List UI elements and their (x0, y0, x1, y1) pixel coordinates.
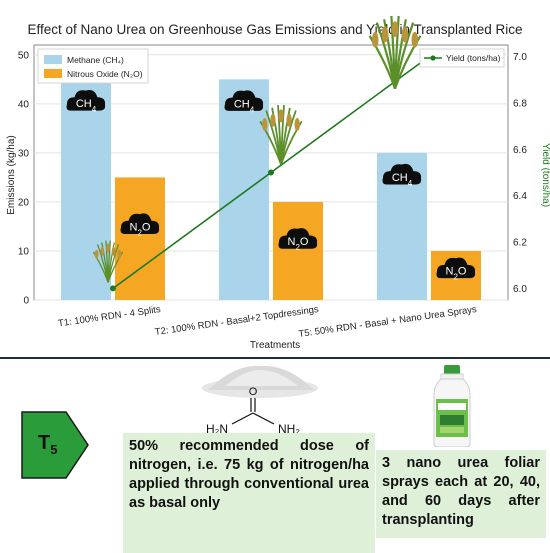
yield-point (268, 169, 274, 176)
y-axis-label: Emissions (kg/ha) (6, 135, 17, 214)
chart-title: Effect of Nano Urea on Greenhouse Gas Em… (27, 22, 522, 37)
rice-plant-icon-medium (259, 105, 303, 165)
rice-plant-icon-large (368, 15, 422, 89)
y2-tick-label: 6.0 (513, 284, 527, 295)
urea-structure-icon: O H₂N NH₂ (206, 386, 300, 436)
n2o-cloud-label: N2O (288, 236, 309, 252)
t5-letter: T (38, 432, 51, 454)
y2-tick-label: 7.0 (513, 52, 527, 63)
y2-axis-label: Yield (tons/ha) (540, 143, 550, 207)
legend-label-yield: Yield (tons/ha) (446, 53, 501, 63)
n2o-cloud-icon (278, 228, 318, 249)
urea-granules-pile (202, 365, 318, 398)
emissions-yield-chart: Effect of Nano Urea on Greenhouse Gas Em… (6, 15, 550, 351)
methane-bar (219, 79, 269, 300)
amine-left: H₂N (206, 422, 228, 436)
y2-tick-label: 6.8 (513, 98, 527, 109)
legend-label: Methane (CH₄) (67, 55, 124, 65)
n2o-cloud-label: N2O (130, 221, 151, 237)
x-axis-label: Treatments (250, 340, 300, 351)
y2-tick-label: 6.4 (513, 191, 527, 202)
ch4-cloud-label: CH4 (76, 98, 97, 114)
rice-plant-icon-small (92, 240, 124, 283)
n2o-cloud-icon (120, 213, 160, 235)
nano-urea-bottle-icon (433, 365, 471, 447)
foliar-spray-box: 3 nano urea foliar sprays each at 20, 40… (376, 450, 546, 538)
y2-tick-label: 6.6 (513, 145, 527, 156)
y-tick-label: 0 (23, 296, 29, 307)
ch4-cloud-icon (66, 89, 106, 111)
legend-label: Nitrous Oxide (N₂O) (67, 69, 143, 79)
legend-yield-marker (430, 55, 436, 61)
n2o-bar (273, 201, 323, 300)
ch4-cloud-label: CH4 (234, 98, 255, 114)
legend-box-yield (419, 48, 505, 68)
yield-point (110, 285, 116, 292)
n2o-bar (115, 177, 165, 300)
basal-dose-box: 50% recommended dose of nitrogen, i.e. 7… (123, 433, 375, 553)
ch4-cloud-icon (382, 163, 422, 185)
amine-right: NH₂ (278, 422, 300, 436)
t5-subscript: 5 (50, 442, 58, 457)
y2-tick-label: 6.2 (513, 238, 527, 249)
y-tick-label: 10 (18, 246, 30, 257)
y-tick-label: 50 (18, 50, 30, 61)
n2o-cloud-icon (436, 257, 476, 279)
section-divider (0, 357, 550, 359)
t5-pentagon-badge (21, 411, 89, 479)
y-tick-label: 20 (18, 197, 30, 208)
t5-label: T5 (38, 432, 57, 457)
n2o-cloud-label: N2O (446, 266, 467, 282)
y-tick-label: 40 (18, 99, 30, 110)
legend-swatch (44, 55, 62, 64)
y-tick-label: 30 (18, 148, 30, 159)
ch4-cloud-label: CH4 (392, 172, 413, 188)
ch4-cloud-icon (224, 90, 264, 111)
oxygen-atom: O (249, 386, 258, 398)
legend-swatch (44, 69, 62, 78)
